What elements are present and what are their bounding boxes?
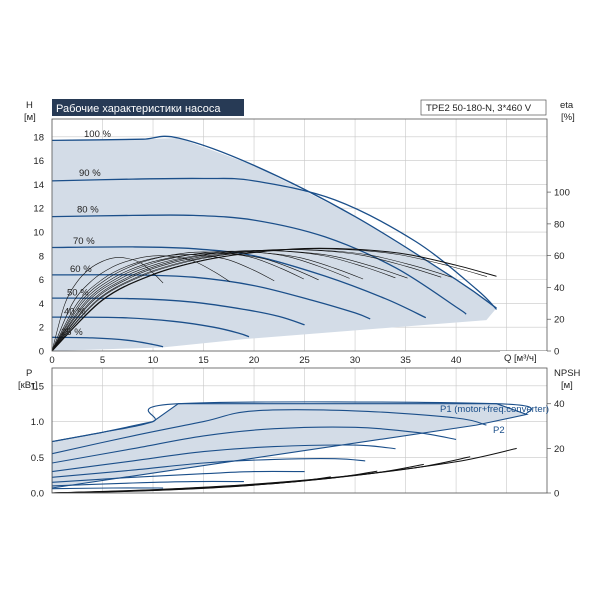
efficiency-curve <box>52 251 304 351</box>
speed-label: 60 % <box>70 264 92 275</box>
y-tick-label: 10 <box>33 228 44 239</box>
p-tick-label: 1.0 <box>31 417 44 428</box>
efficiency-curve <box>52 250 396 351</box>
efficiency-curves <box>52 247 497 351</box>
p-axis-title: P <box>26 368 32 379</box>
x-tick-label: 35 <box>400 355 411 366</box>
npsh-tick-label: 20 <box>554 444 565 455</box>
power-curve <box>52 470 305 483</box>
x-tick-label: 5 <box>100 355 105 366</box>
speed-label: 40 % <box>64 307 86 318</box>
x-tick-label: 15 <box>198 355 209 366</box>
npsh-curve <box>52 476 331 493</box>
model-box <box>420 99 547 116</box>
x-tick-label: 10 <box>148 355 159 366</box>
x-axis-title: Q [м³/ч] <box>504 353 537 364</box>
npsh-tick-label: 0 <box>554 489 559 500</box>
x-tick-label: 25 <box>299 355 310 366</box>
x-tick-label: 30 <box>350 355 361 366</box>
power-curve <box>52 444 396 473</box>
power-curve <box>52 487 164 490</box>
x-tick-label: 40 <box>451 355 462 366</box>
p-tick-label: 1.5 <box>31 381 44 392</box>
p-axis-unit: [кВт] <box>18 380 38 391</box>
npsh-axis-unit: [м] <box>561 380 573 391</box>
y2-tick-label: 0 <box>554 347 559 358</box>
y-tick-label: 0 <box>39 347 44 358</box>
head-curve <box>52 177 497 310</box>
p1-label: P1 (motor+freq.converter) <box>440 404 549 415</box>
speed-label: 90 % <box>79 168 101 179</box>
power-curve <box>52 458 366 478</box>
head-plot-ticks: 0510152025303540450246810121416180204060… <box>33 132 569 366</box>
head-curve <box>52 214 467 315</box>
y2-tick-label: 20 <box>554 315 565 326</box>
x-axis-title-bg <box>500 351 547 363</box>
p-tick-label: 0.5 <box>31 453 44 464</box>
speed-label: 70 % <box>73 236 95 247</box>
y-tick-label: 8 <box>39 251 44 262</box>
efficiency-curve <box>52 250 408 351</box>
power-curve <box>52 426 457 464</box>
y-axis-title: H <box>26 100 33 111</box>
efficiency-curve <box>52 251 364 351</box>
y2-axis-unit: [%] <box>561 112 575 123</box>
head-curve <box>52 297 305 326</box>
y2-tick-label: 60 <box>554 251 565 262</box>
x-tick-label: 20 <box>249 355 260 366</box>
speed-label: 100 % <box>84 129 111 140</box>
p2-label: P2 <box>493 425 505 436</box>
power-curve <box>52 401 533 443</box>
y-axis-unit: [м] <box>24 112 36 123</box>
operating-area-fill <box>52 138 497 351</box>
model-label: TPE2 50-180-N, 3*460 V <box>426 103 532 114</box>
power-curve <box>52 409 487 455</box>
head-curve <box>52 316 250 338</box>
y-tick-label: 18 <box>33 132 44 143</box>
y-tick-label: 6 <box>39 275 44 286</box>
npsh-axis-title: NPSH <box>554 368 581 379</box>
y-tick-label: 2 <box>39 323 44 334</box>
head-curves <box>52 135 497 348</box>
power-plot-ticks: 0.0 0.5 1.0 1.5 0 20 40 <box>31 381 565 499</box>
y-tick-label: 16 <box>33 156 44 167</box>
p-tick-label: 0.0 <box>31 489 44 500</box>
y-tick-label: 12 <box>33 204 44 215</box>
efficiency-curve <box>52 250 350 351</box>
head-curve <box>52 246 427 319</box>
y2-tick-label: 40 <box>554 283 565 294</box>
head-curve <box>52 135 497 309</box>
speed-label: 80 % <box>77 204 99 215</box>
speed-label: 50 % <box>67 288 89 299</box>
efficiency-curve <box>52 255 230 351</box>
head-plot-frame <box>51 118 548 352</box>
power-curves <box>52 401 533 493</box>
operating-area <box>52 138 497 351</box>
title-box <box>52 99 244 116</box>
efficiency-curve <box>52 249 442 351</box>
speed-labels: 100 % 90 % 80 % 70 % 60 % 50 % 40 % 25 % <box>61 129 111 338</box>
power-plot-frame <box>51 367 548 494</box>
y-tick-label: 4 <box>39 299 44 310</box>
head-curve <box>52 336 164 348</box>
chart-title: Рабочие характеристики насоса <box>56 103 221 115</box>
speed-label: 25 % <box>61 327 83 338</box>
y2-tick-label: 100 <box>554 188 570 199</box>
efficiency-curve <box>52 248 487 351</box>
x-tick-label: 0 <box>49 355 54 366</box>
npsh-tick-label: 40 <box>554 399 565 410</box>
y2-axis-title: eta <box>560 100 574 111</box>
y-tick-label: 14 <box>33 180 44 191</box>
efficiency-curve <box>52 249 453 351</box>
y2-tick-label: 80 <box>554 219 565 230</box>
power-curve <box>52 480 244 487</box>
